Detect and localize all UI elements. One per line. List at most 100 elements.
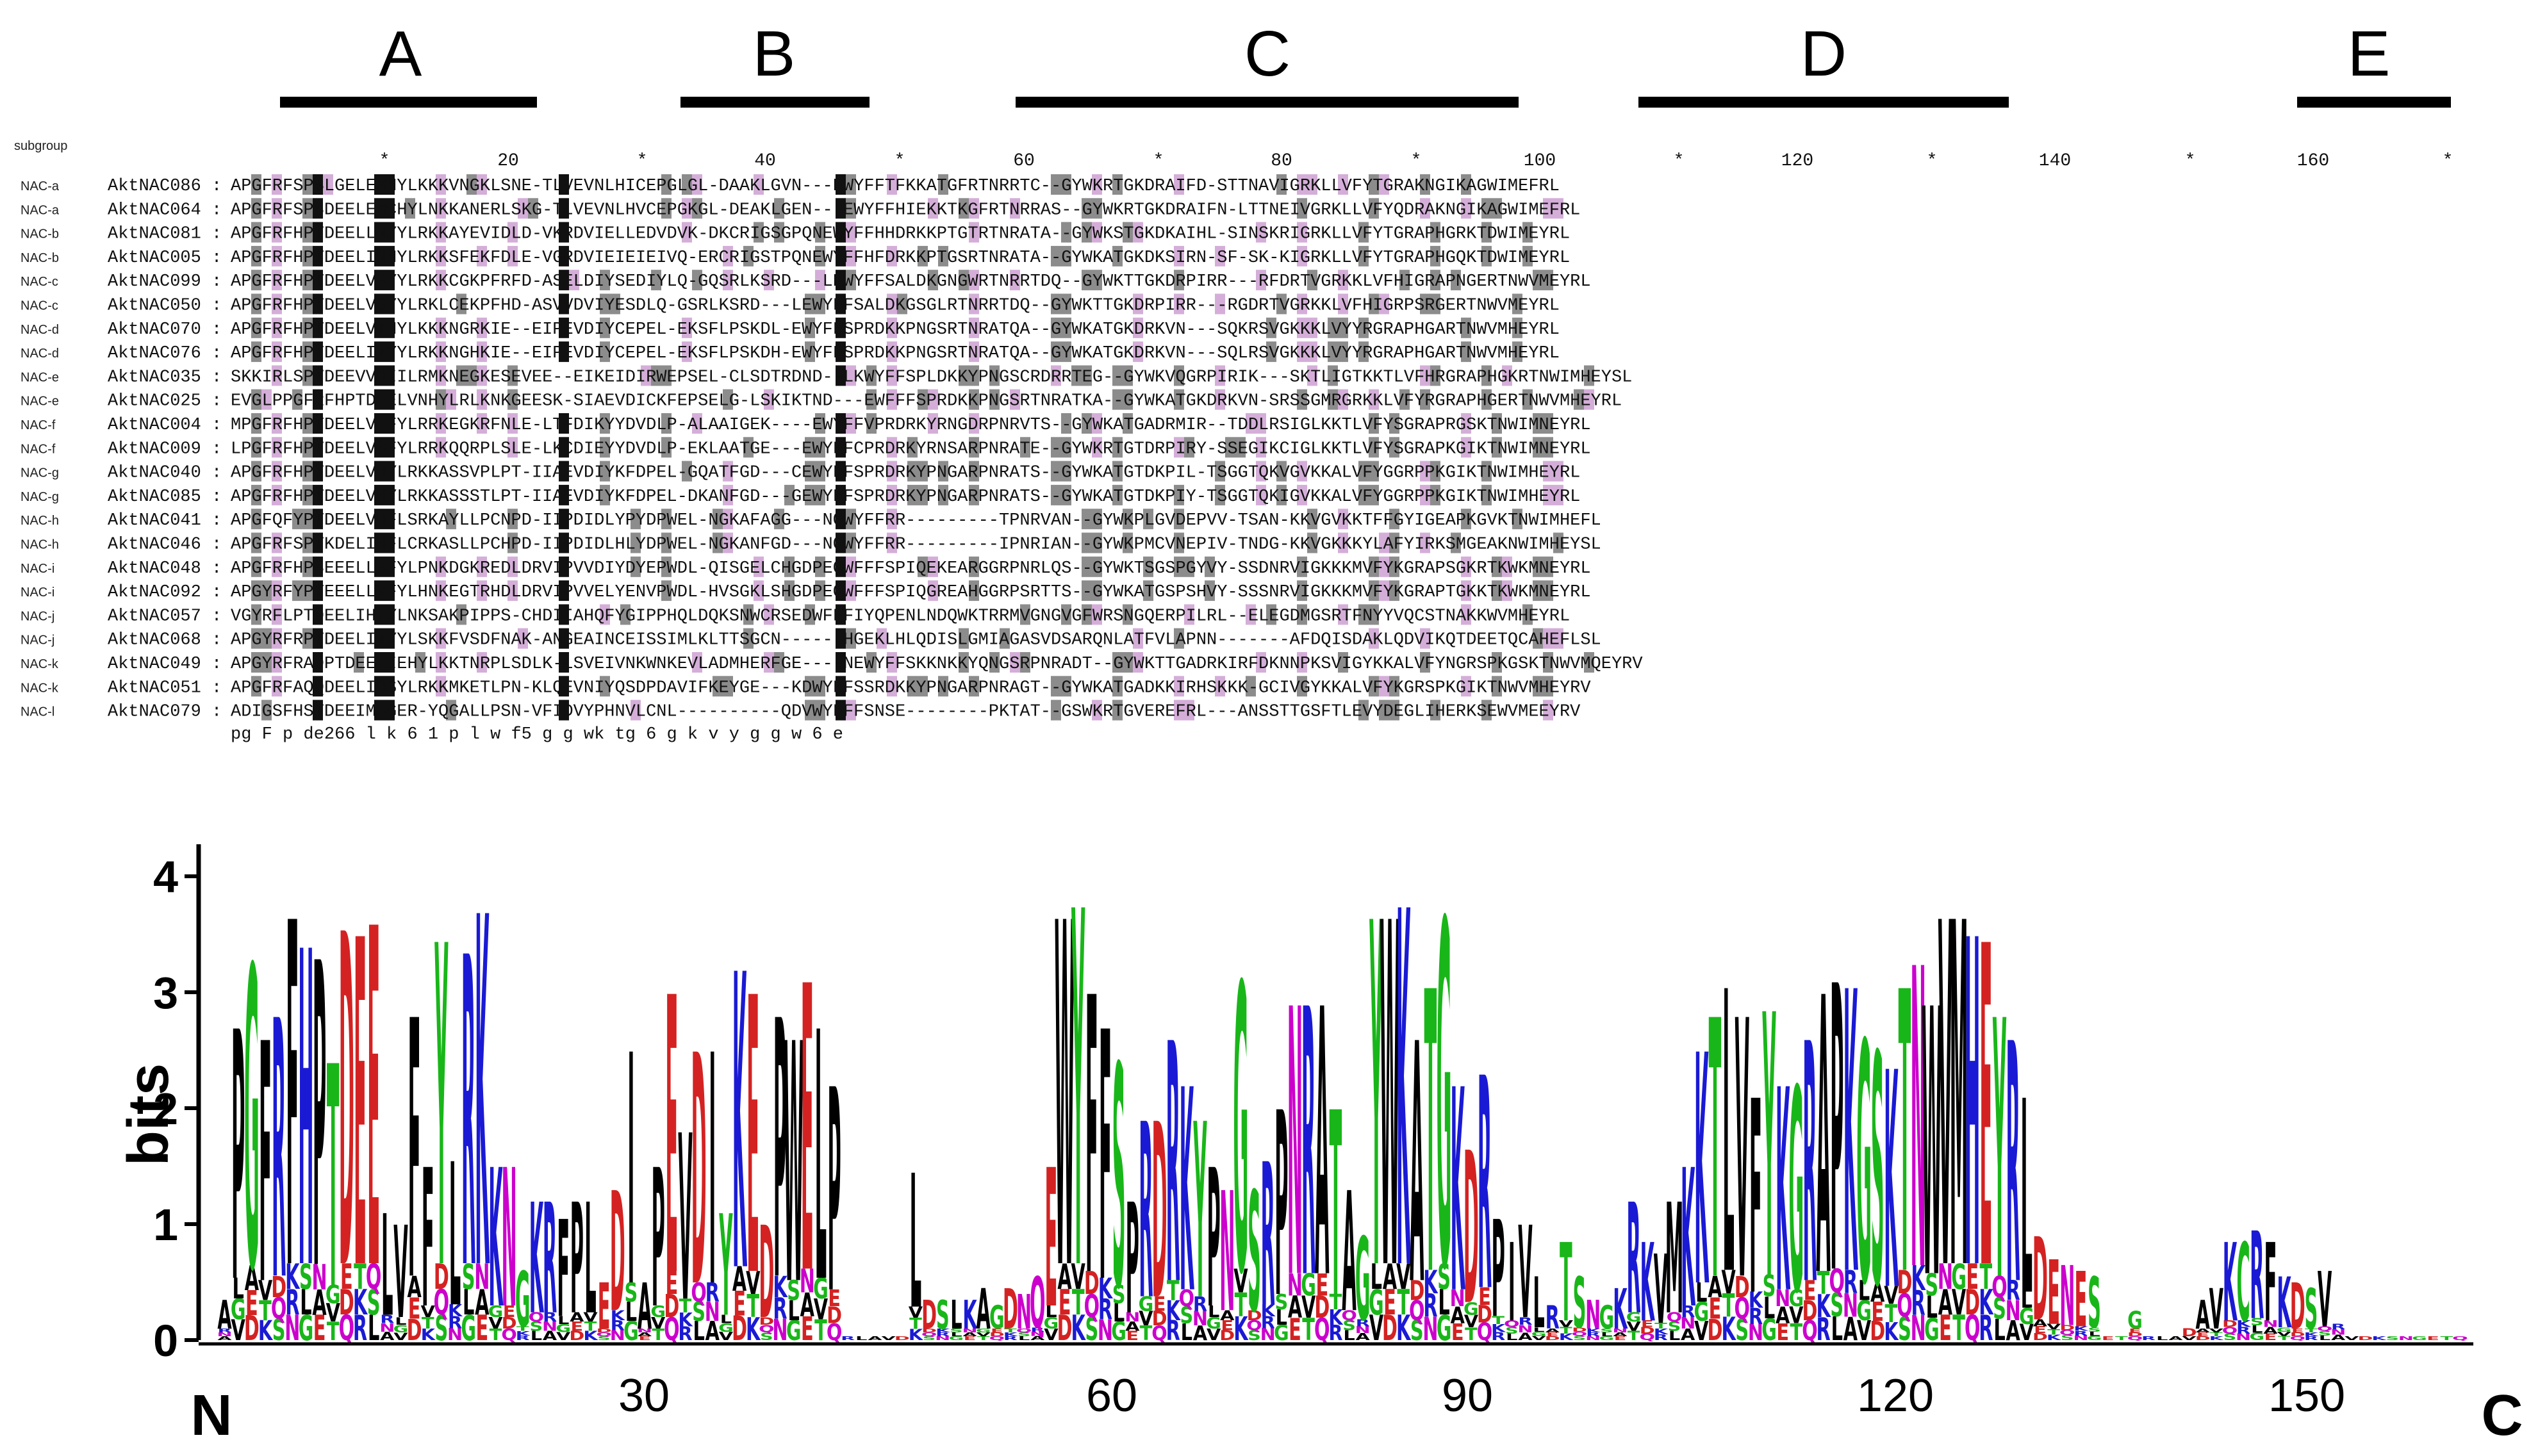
logo-letter: Q bbox=[1151, 1322, 1167, 1345]
logo-letter: G bbox=[1856, 974, 1872, 1358]
logo-letter: Q bbox=[1640, 1332, 1655, 1343]
logo-column: D bbox=[2357, 1335, 2373, 1341]
logo-letter: T bbox=[652, 1326, 664, 1344]
logo-letter: L bbox=[1181, 1319, 1192, 1346]
logo-letter: G bbox=[2412, 1335, 2427, 1341]
logo-letter: N bbox=[542, 1319, 557, 1334]
logo-letter: A bbox=[1057, 1257, 1071, 1298]
logo-letter: E bbox=[245, 1284, 258, 1324]
y-tick-label: 2 bbox=[153, 1084, 178, 1134]
logo-letter: K bbox=[1233, 1310, 1249, 1348]
logo-letter: L bbox=[815, 961, 827, 1359]
logo-letter: T bbox=[2305, 1327, 2318, 1334]
logo-letter: Q bbox=[339, 1309, 355, 1349]
logo-letter: N bbox=[312, 1258, 327, 1298]
logo-letter: D bbox=[1314, 1291, 1330, 1325]
logo-letter: K bbox=[1003, 1331, 1019, 1337]
conservation-shading bbox=[261, 699, 1553, 721]
logo-letter: R bbox=[2304, 1335, 2318, 1341]
logo-letter: S bbox=[1668, 1319, 1681, 1334]
sequence-residues: APGYRFRPTDEELITYYLSKKFVSDFNAK-ANGEAINCEI… bbox=[231, 631, 1601, 650]
c-terminal-label: C bbox=[2482, 1384, 2523, 1448]
logo-letter: V bbox=[1369, 1309, 1383, 1349]
logo-letter: D bbox=[1708, 1313, 1723, 1348]
subdomain-region-bars: A B C D E bbox=[280, 18, 2451, 108]
logo-letter: R bbox=[705, 1278, 720, 1308]
conservation-shading bbox=[251, 293, 1522, 315]
logo-letter: R bbox=[516, 1334, 531, 1341]
logo-letter: D bbox=[2059, 1324, 2075, 1332]
logo-letter: V bbox=[393, 1330, 408, 1343]
logo-letter: A bbox=[1288, 1291, 1303, 1325]
logo-letter: V bbox=[909, 1304, 923, 1322]
logo-letter: A bbox=[638, 1331, 652, 1337]
logo-letter: D bbox=[1897, 1263, 1913, 1301]
logo-letter: Q bbox=[691, 1278, 706, 1308]
logo-letter: N bbox=[637, 1327, 652, 1334]
logo-letter: L bbox=[381, 1186, 393, 1348]
logo-letter: F bbox=[1085, 919, 1098, 1362]
subgroup-label: NAC-j bbox=[21, 609, 54, 623]
y-tick-label: 3 bbox=[153, 968, 178, 1018]
logo-letter: E bbox=[1045, 1129, 1058, 1350]
logo-letter: H bbox=[1965, 847, 1980, 1369]
logo-letter: R bbox=[773, 1292, 787, 1327]
logo-letter: T bbox=[746, 1289, 759, 1325]
logo-letter: K bbox=[2371, 1335, 2387, 1341]
logo-letter: A bbox=[1546, 1327, 1560, 1334]
logo-letter: R bbox=[1817, 1312, 1831, 1348]
logo-letter: G bbox=[1856, 1295, 1872, 1327]
region-bar-d bbox=[1638, 97, 2009, 108]
alignment-row: NAC-f AktNAC004 : MPGFRFHPTDEELVEFYLRRKEGK… bbox=[21, 413, 1591, 435]
logo-letter: L bbox=[368, 1309, 379, 1349]
logo-letter: S bbox=[923, 1335, 936, 1341]
logo-letter: A bbox=[245, 1259, 259, 1299]
conservation-shading bbox=[251, 676, 1553, 697]
logo-letter: V bbox=[678, 1087, 692, 1352]
logo-letter: T bbox=[679, 1295, 692, 1317]
subgroup-label: NAC-g bbox=[21, 466, 59, 480]
logo-letter: R bbox=[543, 1171, 557, 1348]
logo-letter: D bbox=[1057, 1309, 1073, 1349]
logo-letter: D bbox=[271, 1270, 286, 1305]
logo-letter: D bbox=[2195, 1335, 2211, 1341]
logo-column: K bbox=[2371, 1335, 2387, 1341]
logo-letter: F bbox=[259, 974, 272, 1358]
n-terminal-label: N bbox=[191, 1384, 233, 1448]
subgroup-label: NAC-k bbox=[21, 657, 59, 671]
logo-letter: D bbox=[2290, 1270, 2305, 1344]
logo-letter: K bbox=[1451, 1031, 1465, 1355]
logo-letter: D bbox=[827, 1302, 842, 1329]
logo-letter: Y bbox=[1369, 826, 1383, 1375]
logo-letter: R bbox=[380, 1313, 395, 1326]
logo-letter: A bbox=[732, 1260, 747, 1299]
logo-letter: S bbox=[299, 1257, 313, 1298]
logo-letter: T bbox=[1980, 1257, 1993, 1298]
logo-letter: A bbox=[407, 1270, 422, 1305]
logo-letter: K bbox=[773, 1270, 787, 1305]
logo-letter: K bbox=[488, 1129, 503, 1350]
logo-letter: D bbox=[2290, 1331, 2305, 1337]
logo-column: V bbox=[881, 1335, 896, 1341]
subgroup-label: NAC-a bbox=[21, 203, 60, 217]
